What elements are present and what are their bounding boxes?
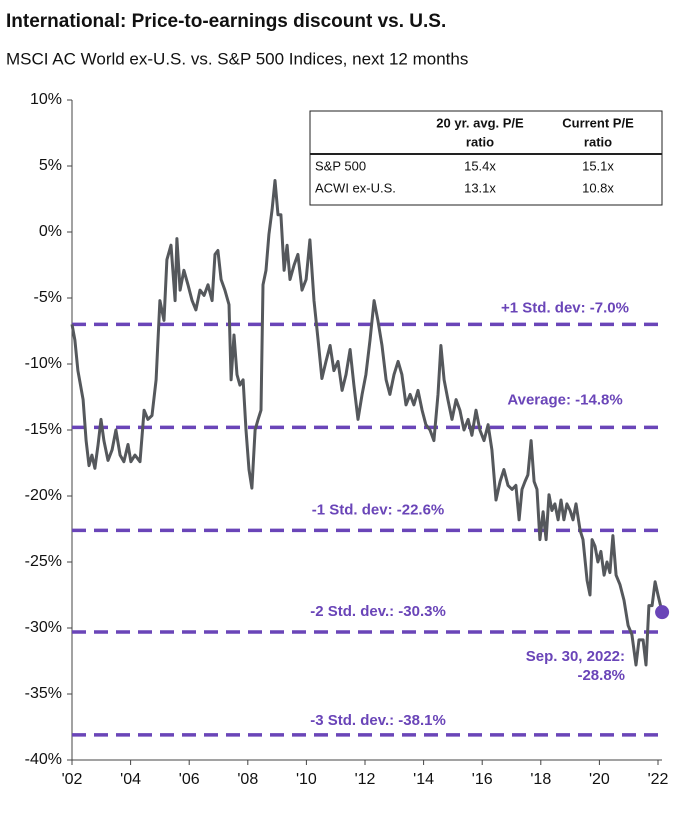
reference-label: -2 Std. dev.: -30.3% bbox=[310, 603, 446, 620]
y-tick-label: -35% bbox=[25, 685, 62, 702]
reference-label: -3 Std. dev.: -38.1% bbox=[310, 712, 446, 729]
x-tick-label: '08 bbox=[237, 771, 258, 788]
x-tick-label: '16 bbox=[472, 771, 493, 788]
chart-subtitle: MSCI AC World ex-U.S. vs. S&P 500 Indice… bbox=[6, 49, 468, 68]
y-tick-label: -5% bbox=[34, 289, 62, 306]
table-header: 20 yr. avg. P/E bbox=[436, 115, 524, 130]
y-tick-label: 10% bbox=[30, 91, 62, 108]
x-tick-label: '06 bbox=[179, 771, 200, 788]
table-cell: 13.1x bbox=[464, 180, 496, 195]
x-tick-label: '12 bbox=[355, 771, 376, 788]
annotation: -28.8% bbox=[577, 667, 625, 684]
y-tick-label: -15% bbox=[25, 421, 62, 438]
x-tick-label: '18 bbox=[530, 771, 551, 788]
x-tick-label: '14 bbox=[413, 771, 434, 788]
y-tick-label: -10% bbox=[25, 355, 62, 372]
table-header: ratio bbox=[584, 134, 612, 149]
table-row-label: ACWI ex-U.S. bbox=[315, 180, 396, 195]
y-tick-label: -40% bbox=[25, 751, 62, 768]
chart-title: International: Price-to-earnings discoun… bbox=[6, 11, 446, 32]
y-tick-label: -30% bbox=[25, 619, 62, 636]
annotation: Sep. 30, 2022: bbox=[526, 648, 625, 665]
table-header: Current P/E bbox=[562, 115, 634, 130]
data-line bbox=[70, 179, 664, 667]
table-row-label: S&P 500 bbox=[315, 158, 366, 173]
reference-label: Average: -14.8% bbox=[507, 391, 622, 408]
table-cell: 10.8x bbox=[582, 180, 614, 195]
end-point bbox=[655, 605, 670, 620]
table-box bbox=[309, 110, 663, 206]
table-header: ratio bbox=[466, 134, 494, 149]
reference-label: -1 Std. dev: -22.6% bbox=[312, 501, 445, 518]
y-tick-label: 0% bbox=[39, 223, 62, 240]
table-cell: 15.4x bbox=[464, 158, 496, 173]
y-tick-label: -25% bbox=[25, 553, 62, 570]
reference-label: +1 Std. dev: -7.0% bbox=[501, 299, 629, 316]
x-tick-label: '02 bbox=[62, 771, 83, 788]
x-tick-label: '04 bbox=[120, 771, 141, 788]
x-tick-label: '20 bbox=[589, 771, 610, 788]
y-tick-label: 5% bbox=[39, 157, 62, 174]
y-tick-label: -20% bbox=[25, 487, 62, 504]
x-tick-label: '10 bbox=[296, 771, 317, 788]
x-tick-label: '22 bbox=[648, 771, 669, 788]
table-cell: 15.1x bbox=[582, 158, 614, 173]
